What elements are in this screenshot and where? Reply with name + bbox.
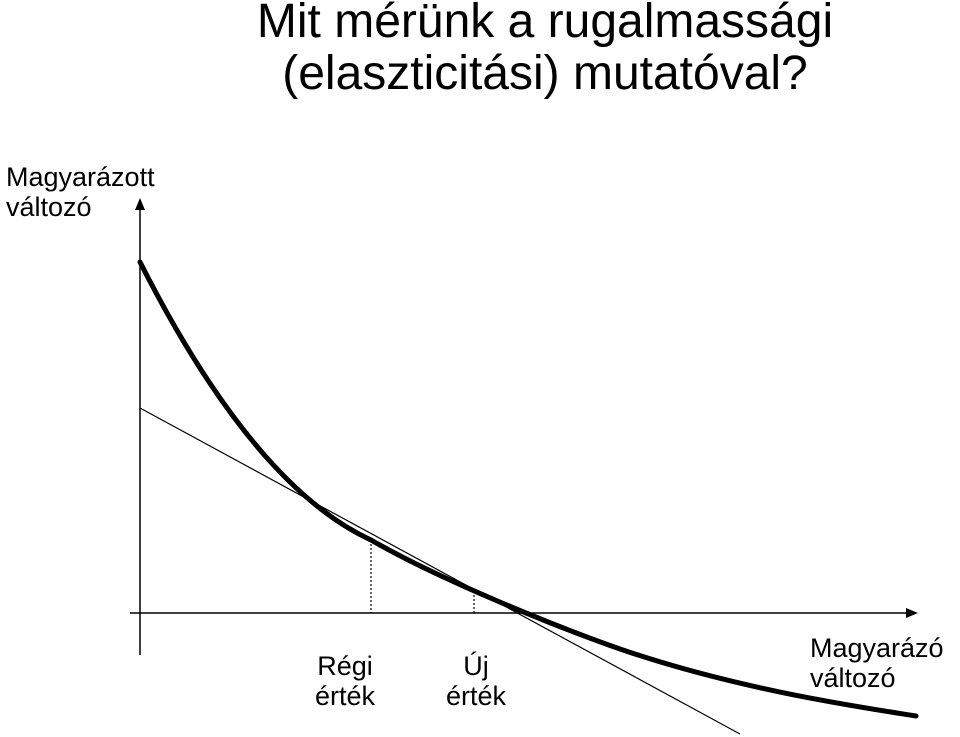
y-axis-label-line-1: Magyarázott: [6, 162, 155, 192]
old-value-label-line-2: érték: [314, 681, 376, 711]
new-value-label-line-1: Új: [463, 651, 489, 681]
demand-curve: [137, 259, 919, 719]
x-axis-label-line-1: Magyarázó: [810, 633, 944, 663]
slide-title-line-1: Mit mérünk a rugalmassági: [256, 0, 834, 48]
new-value-label: Új érték: [440, 651, 512, 711]
new-value-label-line-2: érték: [445, 681, 507, 711]
tangent-line: [139, 407, 741, 735]
slide-title: Mit mérünk a rugalmassági (elaszticitási…: [150, 0, 940, 100]
old-value-label: Régi érték: [310, 651, 380, 711]
y-axis-label: Magyarázott változó: [6, 162, 155, 222]
x-axis-label: Magyarázó változó: [810, 633, 944, 693]
y-axis-label-line-2: változó: [6, 192, 92, 222]
x-axis-label-line-2: változó: [810, 663, 896, 693]
slide-title-line-2: (elaszticitási) mutatóval?: [282, 47, 808, 100]
old-value-label-line-1: Régi: [317, 651, 373, 681]
